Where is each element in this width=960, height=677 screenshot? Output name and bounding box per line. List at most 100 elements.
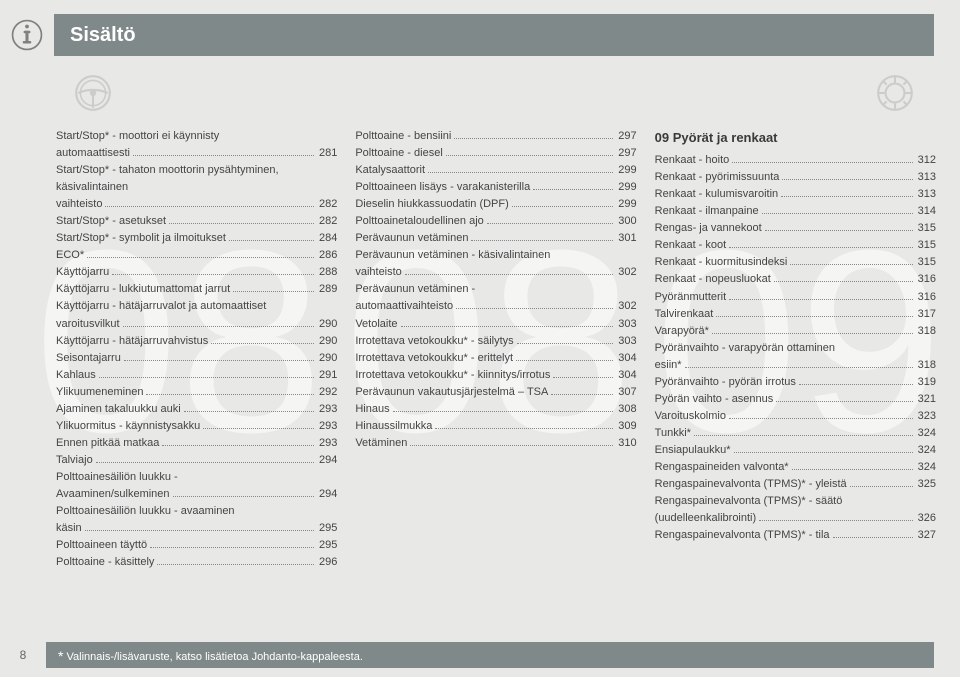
toc-entry: Kahlaus291 xyxy=(56,367,337,384)
toc-entry: Pyöränvaihto - varapyörän ottaminenesiin… xyxy=(655,340,936,374)
toc-entry: Renkaat - kulumisvaroitin 313 xyxy=(655,186,936,203)
toc-leader-dots xyxy=(712,325,913,334)
toc-label: Start/Stop* - asetukset xyxy=(56,213,166,230)
toc-entry: Polttoaine - käsittely296 xyxy=(56,554,337,571)
toc-label: Pyörän vaihto - asennus xyxy=(655,391,774,408)
toc-page: 313 xyxy=(916,186,936,203)
footer: 8 * Valinnais-/lisävaruste, katso lisäti… xyxy=(0,633,960,677)
toc-label: Rengaspaineiden valvonta* xyxy=(655,459,789,476)
toc-entry: Hinaussilmukka309 xyxy=(355,418,636,435)
toc-entry: Talvirenkaat317 xyxy=(655,306,936,323)
toc-page: 304 xyxy=(616,350,636,367)
toc-leader-dots xyxy=(782,171,912,180)
toc-leader-dots xyxy=(233,284,314,293)
toc-label: Polttoaine - diesel xyxy=(355,145,442,162)
toc-label-tail: vaihteisto xyxy=(56,196,102,213)
toc-leader-dots xyxy=(124,352,314,361)
toc-leader-dots xyxy=(203,420,314,429)
toc-page: 315 xyxy=(916,254,936,271)
toc-leader-dots xyxy=(716,308,912,317)
toc-label-tail: automaattisesti xyxy=(56,145,130,162)
toc-entry: Polttoainesäiliön luukku -Avaaminen/sulk… xyxy=(56,469,337,503)
toc-label: Käyttöjarru - lukkiutumattomat jarrut xyxy=(56,281,230,298)
toc-label: Seisontajarru xyxy=(56,350,121,367)
toc-page: 324 xyxy=(916,425,936,442)
toc-label: Dieselin hiukkassuodatin (DPF) xyxy=(355,196,508,213)
footnote-marker: * xyxy=(58,648,63,664)
toc-page: 293 xyxy=(317,418,337,435)
toc-label: Renkaat - kulumisvaroitin xyxy=(655,186,779,203)
toc-label: Irrotettava vetokoukku* - erittelyt xyxy=(355,350,513,367)
toc-page: 324 xyxy=(916,442,936,459)
toc-page: 300 xyxy=(616,213,636,230)
toc-entry: Rengaspainevalvonta (TPMS)* - tila327 xyxy=(655,527,936,544)
toc-leader-dots xyxy=(850,478,913,487)
toc-entry: Polttoaine - diesel297 xyxy=(355,145,636,162)
toc-leader-dots xyxy=(184,403,314,412)
footnote-text: Valinnais-/lisävaruste, katso lisätietoa… xyxy=(67,651,363,663)
toc-label: Talviajo xyxy=(56,452,93,469)
toc-label: Vetolaite xyxy=(355,316,397,333)
toc-entry: Ensiapulaukku*324 xyxy=(655,442,936,459)
toc-label: Talvirenkaat xyxy=(655,306,714,323)
toc-label: Pyöränmutterit xyxy=(655,289,727,306)
toc-page: 309 xyxy=(616,418,636,435)
toc-page: 315 xyxy=(916,237,936,254)
footnote-bar: * Valinnais-/lisävaruste, katso lisätiet… xyxy=(46,642,934,668)
page-title-bar: Sisältö xyxy=(54,14,934,56)
toc-label: Polttoaine - bensiini xyxy=(355,128,451,145)
toc-page: 327 xyxy=(916,527,936,544)
toc-label: Renkaat - koot xyxy=(655,237,727,254)
toc-leader-dots xyxy=(105,198,313,207)
toc-leader-dots xyxy=(759,512,912,521)
toc-leader-dots xyxy=(401,318,614,327)
toc-entry: Käyttöjarru - hätäjarruvahvistus290 xyxy=(56,333,337,350)
toc-entry: Pyörän vaihto - asennus321 xyxy=(655,391,936,408)
toc-label: Renkaat - kuormitusindeksi xyxy=(655,254,788,271)
page-title: Sisältö xyxy=(70,24,136,46)
toc-page: 315 xyxy=(916,220,936,237)
toc-entry: Rengaspaineiden valvonta*324 xyxy=(655,459,936,476)
toc-entry: Polttoaineen lisäys - varakanisterilla29… xyxy=(355,179,636,196)
toc-label: Rengas- ja vannekoot xyxy=(655,220,762,237)
toc-page: 288 xyxy=(317,264,337,281)
toc-page: 316 xyxy=(916,289,936,306)
toc-leader-dots xyxy=(99,369,314,378)
toc-page: 308 xyxy=(616,401,636,418)
toc-label: Ajaminen takaluukku auki xyxy=(56,401,181,418)
toc-entry: Renkaat - nopeusluokat316 xyxy=(655,271,936,288)
toc-label: Polttoaineen lisäys - varakanisterilla xyxy=(355,179,530,196)
toc-entry: Polttoainetaloudellinen ajo300 xyxy=(355,213,636,230)
toc-leader-dots xyxy=(446,147,614,156)
toc-entry: Dieselin hiukkassuodatin (DPF)299 xyxy=(355,196,636,213)
toc-entry: Irrotettava vetokoukku* - säilytys303 xyxy=(355,333,636,350)
toc-leader-dots xyxy=(729,291,912,300)
toc-page: 326 xyxy=(916,510,936,527)
toc-entry: Irrotettava vetokoukku* - kiinnitys/irro… xyxy=(355,367,636,384)
toc-page: 292 xyxy=(317,384,337,401)
toc-label: Perävaunun vakautusjärjestelmä – TSA xyxy=(355,384,548,401)
toc-label: Perävaunun vetäminen xyxy=(355,230,468,247)
toc-page: 290 xyxy=(317,316,337,333)
toc-entry: Renkaat - koot 315 xyxy=(655,237,936,254)
toc-page: 289 xyxy=(317,281,337,298)
toc-label: Tunkki* xyxy=(655,425,691,442)
toc-entry: Käyttöjarru - hätäjarruvalot ja automaat… xyxy=(56,298,337,332)
toc-page: 282 xyxy=(317,196,337,213)
toc-leader-dots xyxy=(729,410,913,419)
toc-leader-dots xyxy=(133,147,314,156)
toc-page: 312 xyxy=(916,152,936,169)
toc-page: 293 xyxy=(317,401,337,418)
toc-label: Start/Stop* - tahaton moottorin pysähtym… xyxy=(56,162,337,196)
toc-entry: Ajaminen takaluukku auki 293 xyxy=(56,401,337,418)
toc-leader-dots xyxy=(173,488,314,497)
toc-entry: Vetolaite303 xyxy=(355,316,636,333)
toc-page: 316 xyxy=(916,271,936,288)
section-icons xyxy=(54,66,934,118)
toc-entry: Käyttöjarru288 xyxy=(56,264,337,281)
toc-leader-dots xyxy=(112,267,314,276)
toc-label-tail: Avaaminen/sulkeminen xyxy=(56,486,170,503)
toc-leader-dots xyxy=(765,223,913,232)
toc-entry: Polttoaine - bensiini297 xyxy=(355,128,636,145)
toc-page: 286 xyxy=(317,247,337,264)
